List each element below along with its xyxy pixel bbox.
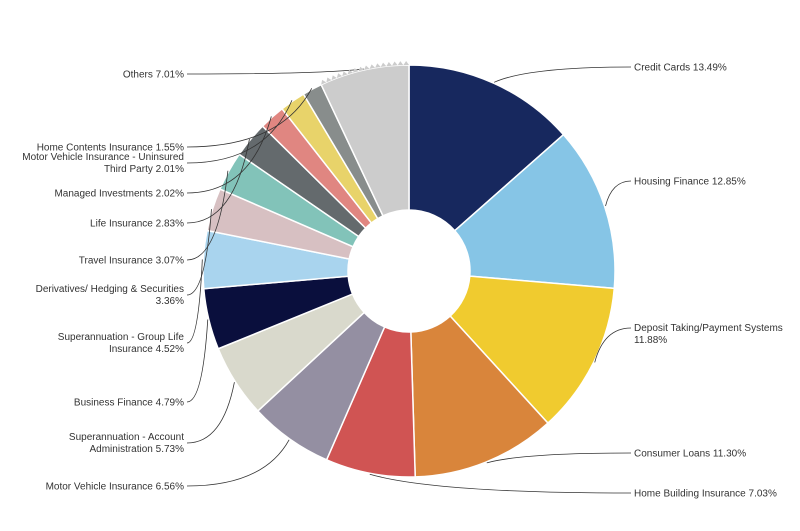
data-label-superannuation-account-administration: Superannuation - Account Administration 5… bbox=[69, 432, 184, 455]
slice-housing-finance[interactable] bbox=[453, 133, 616, 290]
data-label-home-building-insurance: Home Building Insurance 7.03% bbox=[634, 489, 777, 500]
leader-line-others bbox=[186, 68, 364, 75]
leader-line-life-insurance bbox=[186, 139, 250, 224]
slice-deposit-taking-payment-systems[interactable] bbox=[449, 275, 616, 425]
leader-line-home-contents-insurance bbox=[186, 88, 313, 148]
leader-line-derivatives-hedging-securities bbox=[186, 209, 212, 296]
data-label-housing-finance: Housing Finance 12.85% bbox=[634, 177, 746, 188]
slice-credit-cards[interactable] bbox=[408, 64, 565, 232]
data-label-travel-insurance: Travel Insurance 3.07% bbox=[79, 256, 184, 267]
leader-line-business-finance bbox=[186, 319, 209, 403]
data-label-managed-investments: Managed Investments 2.02% bbox=[54, 189, 184, 200]
others-serrated-edge bbox=[321, 61, 409, 85]
leader-line-motor-vehicle-insurance bbox=[186, 439, 290, 487]
data-label-life-insurance: Life Insurance 2.83% bbox=[90, 219, 184, 230]
data-label-superannuation-group-life-insurance: Superannuation - Group Life Insurance 4.5… bbox=[58, 332, 185, 355]
leader-line-credit-cards bbox=[493, 66, 632, 83]
data-label-derivatives-hedging-securities: Derivatives/ Hedging & Securities 3.36% bbox=[36, 284, 185, 307]
leader-line-housing-finance bbox=[605, 180, 632, 207]
leader-line-superannuation-group-life-insurance bbox=[186, 259, 203, 344]
leader-line-deposit-taking-payment-systems bbox=[594, 327, 632, 363]
slice-consumer-loans[interactable] bbox=[410, 314, 549, 478]
data-label-consumer-loans: Consumer Loans 11.30% bbox=[634, 449, 746, 460]
data-label-others: Others 7.01% bbox=[123, 70, 184, 81]
data-label-business-finance: Business Finance 4.79% bbox=[74, 398, 184, 409]
leader-line-travel-insurance bbox=[186, 170, 229, 261]
leader-line-superannuation-account-administration bbox=[186, 382, 235, 444]
data-label-motor-vehicle-insurance: Motor Vehicle Insurance 6.56% bbox=[46, 482, 185, 493]
leader-line-consumer-loans bbox=[486, 452, 632, 464]
leader-line-motor-vehicle-insurance-uninsured-third-party bbox=[186, 100, 293, 164]
data-label-motor-vehicle-insurance-uninsured-third-party: Motor Vehicle Insurance - Uninsured Third… bbox=[22, 152, 184, 175]
leader-line-managed-investments bbox=[186, 116, 272, 194]
leader-line-home-building-insurance bbox=[369, 473, 632, 494]
data-label-home-contents-insurance: Home Contents Insurance 1.55% bbox=[37, 143, 184, 154]
data-label-credit-cards: Credit Cards 13.49% bbox=[634, 63, 727, 74]
data-label-deposit-taking-payment-systems: Deposit Taking/Payment Systems 11.88% bbox=[634, 323, 783, 346]
